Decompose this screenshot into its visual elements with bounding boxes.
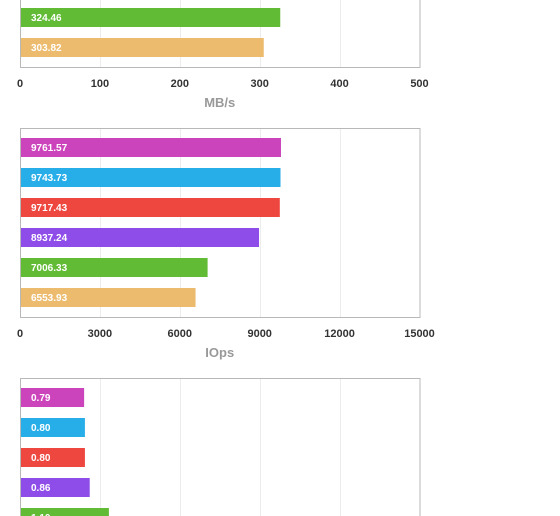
bar <box>21 138 281 157</box>
bar-value-label: 0.79 <box>31 393 51 404</box>
bar-value-label: 303.82 <box>31 43 62 54</box>
x-axis-title: MB/s <box>204 95 235 110</box>
x-tick-label: 300 <box>251 78 269 90</box>
bar <box>21 448 85 467</box>
x-tick-label: 400 <box>330 78 348 90</box>
bar-value-label: 0.80 <box>31 453 51 464</box>
bar <box>21 38 264 57</box>
bar-value-label: 7006.33 <box>31 263 68 274</box>
bar <box>21 388 85 407</box>
x-tick-label: 0 <box>17 328 23 340</box>
bar <box>21 8 281 27</box>
bar <box>21 258 208 277</box>
x-tick-label: 100 <box>91 78 109 90</box>
bar <box>21 418 85 437</box>
bar <box>21 478 90 497</box>
bar-value-label: 9761.57 <box>31 143 68 154</box>
plot-frame <box>20 128 421 318</box>
x-tick-label: 200 <box>171 78 189 90</box>
bar-value-label: 0.80 <box>31 423 51 434</box>
x-axis-title: IOps <box>205 345 234 360</box>
x-tick-label: 15000 <box>404 328 435 340</box>
bar <box>21 228 260 247</box>
bar-value-label: 9717.43 <box>31 203 68 214</box>
x-tick-label: 6000 <box>168 328 192 340</box>
bar <box>21 288 196 307</box>
bar-value-label: 324.46 <box>31 13 62 24</box>
bar <box>21 168 281 187</box>
bar-value-label: 9743.73 <box>31 173 68 184</box>
x-tick-label: 3000 <box>88 328 112 340</box>
bar-value-label: 8937.24 <box>31 233 68 244</box>
x-tick-label: 0 <box>17 78 23 90</box>
bar-value-label: 0.86 <box>31 483 51 494</box>
bar-value-label: 1.10 <box>31 513 51 516</box>
x-tick-label: 500 <box>410 78 428 90</box>
bar-value-label: 6553.93 <box>31 293 68 304</box>
x-tick-label: 9000 <box>247 328 271 340</box>
bar <box>21 198 280 217</box>
x-tick-label: 12000 <box>324 328 355 340</box>
bar <box>21 508 109 516</box>
